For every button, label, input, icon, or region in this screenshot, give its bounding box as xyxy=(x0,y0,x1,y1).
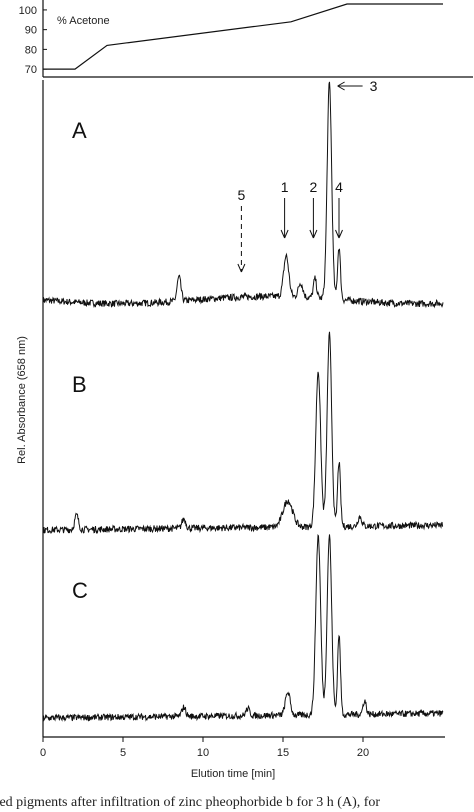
peak-annotation-arrowhead xyxy=(335,229,343,239)
chromatogram-trace-c xyxy=(42,533,444,722)
trace-panel-c: C xyxy=(42,533,444,722)
peak-annotation-arrowhead xyxy=(237,263,246,273)
peak-annotation-label: 4 xyxy=(335,179,343,195)
peak-annotation-label: 5 xyxy=(238,187,246,203)
acetone-ytick-label: 90 xyxy=(25,25,37,37)
acetone-gradient-line xyxy=(43,3,443,70)
trace-panel-b: B xyxy=(42,331,444,535)
peak-annotation-arrowhead xyxy=(309,229,318,239)
x-axis-title: Elution time [min] xyxy=(191,768,275,780)
panel-label-b: B xyxy=(72,372,87,397)
chromatogram-trace-b xyxy=(42,331,444,535)
caption-text: sed pigments after infiltration of zinc … xyxy=(0,795,381,810)
x-tick-label: 5 xyxy=(120,747,126,759)
figure-caption: sed pigments after infiltration of zinc … xyxy=(0,795,474,812)
x-tick-label: 0 xyxy=(40,747,46,759)
acetone-ytick-label: 70 xyxy=(25,64,37,76)
acetone-ytick-label: 80 xyxy=(25,44,37,56)
peak-annotation-label: 3 xyxy=(370,78,378,94)
x-tick-label: 20 xyxy=(357,747,369,759)
acetone-ytick-label: 100 xyxy=(19,5,37,17)
x-tick-label: 10 xyxy=(197,747,209,759)
peak-annotation-arrowhead xyxy=(280,229,289,239)
x-tick-label: 15 xyxy=(277,747,289,759)
trace-panel-a: A 5 1 2 4 3 xyxy=(42,78,444,309)
y-axis-title: Rel. Absorbance (658 nm) xyxy=(16,336,28,464)
panel-label-c: C xyxy=(72,578,88,603)
peak-annotation-label: 1 xyxy=(281,179,289,195)
peak-annotation-arrowhead xyxy=(337,81,345,91)
chromatogram-trace-a xyxy=(42,81,444,309)
acetone-series-label: % Acetone xyxy=(57,15,110,27)
panel-label-a: A xyxy=(72,118,87,143)
acetone-gradient-panel: 70 80 90 100 % Acetone xyxy=(19,0,473,78)
peak-annotation-label: 2 xyxy=(310,179,318,195)
